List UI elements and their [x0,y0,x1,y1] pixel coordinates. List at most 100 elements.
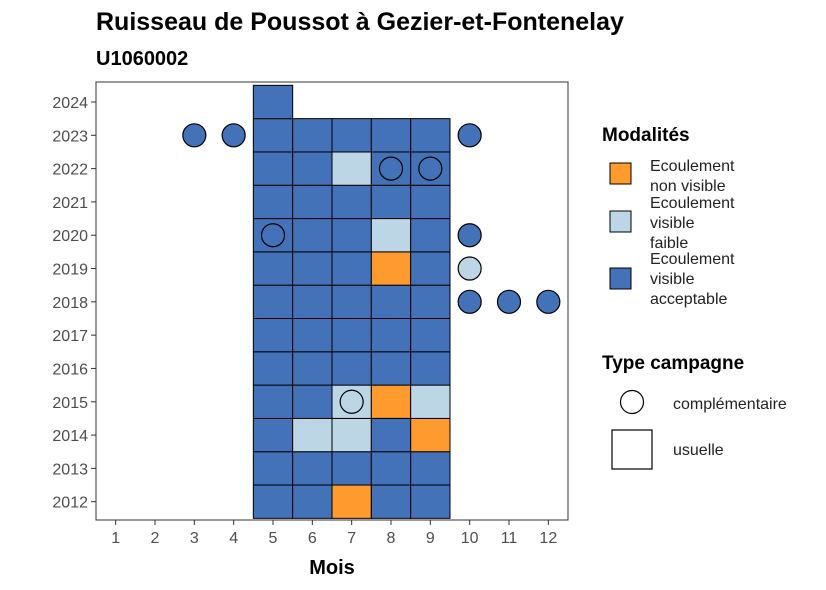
tile-2021-5 [252,184,294,220]
legend-key-usuelle [611,429,653,470]
legend-key-complementaire [619,389,645,415]
tile-2012-5 [252,484,294,519]
point-2018-11 [496,289,522,314]
tile-2013-8 [370,451,412,486]
legend-label-non: Ecoulement [650,158,735,175]
x-tick-label: 12 [539,530,557,547]
y-tick-label: 2019 [52,262,88,279]
x-tick-label: 2 [151,530,160,547]
point-2023-4 [221,123,246,148]
tile-2013-7 [331,451,372,486]
legend-title-type: Type campagne [602,353,744,374]
legend-label-acceptable: Ecoulement [650,251,735,268]
tile-2013-5 [252,451,294,486]
tile-2018-9 [410,284,451,319]
point-2022-9 [418,156,443,181]
point-2019-10 [457,256,482,281]
y-tick-label: 2017 [52,328,88,345]
tile-2012-7 [331,484,372,519]
x-tick-label: 8 [387,530,396,547]
y-tick-label: 2020 [52,228,88,245]
tile-2023-7 [331,118,372,153]
tile-2020-9 [410,218,451,253]
x-tick-label: 4 [229,530,238,547]
y-axis: 2012 2013 2014 2015 2016 2017 2018 2019 2020 2021… [52,95,96,512]
tile-2019-6 [292,251,333,286]
point-2020-5 [260,223,286,248]
legend: Modalités Ecoulement non visible Ecoulemen… [602,125,787,470]
tile-2014-6 [292,417,333,453]
legend-key-faible [609,210,632,233]
tile-2019-7 [331,251,372,286]
y-tick-label: 2012 [52,495,88,512]
y-tick-label: 2015 [52,395,88,412]
y-tick-label: 2022 [52,162,88,179]
tile-2015-8 [370,384,412,419]
legend-label-non: non visible [650,178,726,195]
tile-2017-6 [292,317,333,353]
x-tick-label: 10 [461,530,479,547]
tile-2017-9 [410,317,451,353]
tile-2014-9 [410,417,451,453]
tile-2019-8 [370,251,412,286]
tile-2017-8 [370,317,412,353]
tile-2012-8 [370,484,412,519]
tile-2020-6 [292,218,333,253]
point-2020-10 [457,223,482,248]
tile-2023-8 [370,118,412,153]
tile-2018-7 [331,284,372,319]
x-tick-label: 9 [426,530,435,547]
x-axis: 1 2 3 4 5 6 7 8 9 10 11 12 [111,520,557,547]
tile-2020-8 [370,218,412,253]
tile-2024-5 [252,84,294,120]
tile-2016-5 [252,351,294,386]
y-tick-label: 2018 [52,295,88,312]
x-tick-label: 6 [308,530,317,547]
heatmap-cells [252,84,451,519]
x-tick-label: 11 [501,530,518,547]
legend-types: complémentaire usuelle [611,389,787,470]
chart-subtitle: U1060002 [96,48,188,70]
legend-label-acceptable: acceptable [650,291,727,308]
tile-2022-6 [292,151,333,186]
campaign-points [182,123,561,414]
legend-label-complementaire: complémentaire [673,396,787,413]
legend-key-non [609,162,632,185]
x-axis-title: Mois [309,557,355,579]
tile-2014-7 [331,417,372,453]
tile-2015-9 [410,384,451,419]
point-2018-12 [536,289,561,314]
legend-label-usuelle: usuelle [673,442,724,459]
tile-2018-5 [252,284,294,319]
tile-2012-6 [292,484,333,519]
tile-2021-7 [331,184,372,220]
tile-2016-9 [410,351,451,386]
y-tick-label: 2016 [52,361,88,378]
tile-2022-5 [252,151,294,186]
point-2018-10 [457,289,482,314]
tile-2016-6 [292,351,333,386]
tile-2013-9 [410,451,451,486]
legend-title-modalites: Modalités [602,125,690,146]
tile-2020-7 [331,218,372,253]
tile-2019-5 [252,251,294,286]
tile-2021-8 [370,184,412,220]
tile-2023-5 [252,118,294,153]
tile-2014-8 [370,417,412,453]
legend-key-acceptable [609,267,632,290]
x-tick-label: 7 [347,530,356,547]
tile-2021-6 [292,184,333,220]
chart-title: Ruisseau de Poussot à Gezier-et-Fontenel… [96,8,624,36]
point-2022-8 [378,156,404,181]
point-2015-7 [339,389,364,414]
legend-label-faible: faible [650,235,688,252]
y-tick-label: 2014 [52,428,88,445]
x-tick-label: 1 [111,530,120,547]
tile-2021-9 [410,184,451,220]
tile-2017-5 [252,317,294,353]
tile-2015-5 [252,384,294,419]
tile-2023-6 [292,118,333,153]
tile-2018-8 [370,284,412,319]
